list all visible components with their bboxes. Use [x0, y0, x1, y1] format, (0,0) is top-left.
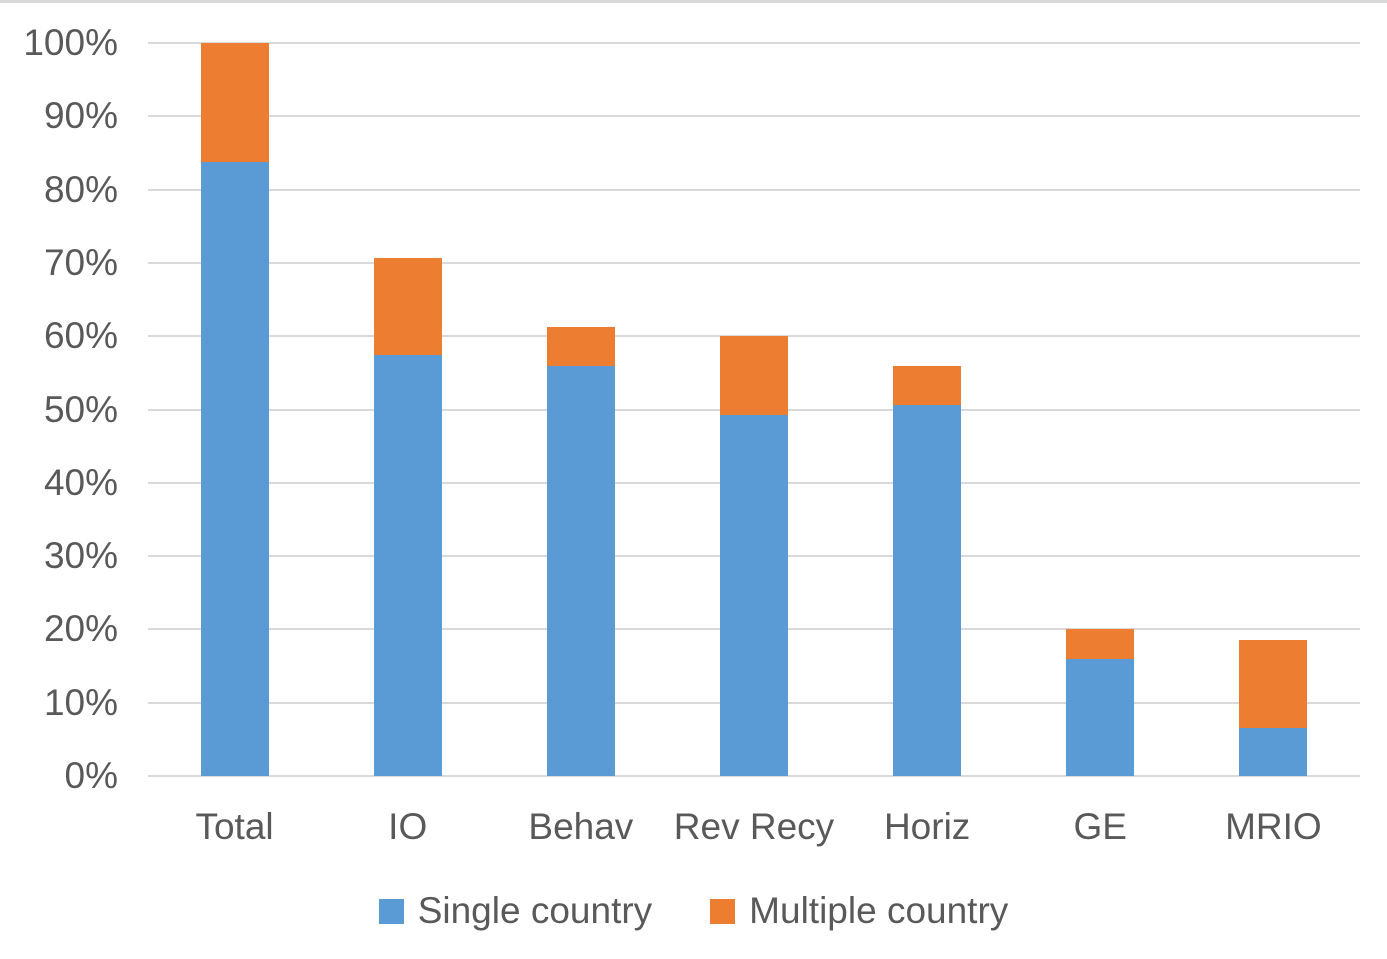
- multiple-country-swatch: [710, 898, 736, 924]
- bar-slot-GE: [1014, 43, 1187, 776]
- bar-segment-GE-Multiple country: [1066, 629, 1135, 659]
- y-tick-label-70%: 70%: [43, 241, 118, 283]
- bar-segment-MRIO-Multiple country: [1239, 639, 1308, 728]
- gridline-60%: [148, 335, 1360, 338]
- stacked-bar-Behav: [546, 326, 615, 776]
- bar-segment-Total-Single country: [200, 161, 269, 776]
- bar-slot-Behav: [494, 43, 667, 776]
- gridline-80%: [148, 188, 1360, 191]
- bar-segment-Behav-Multiple country: [546, 326, 615, 366]
- legend: Single country Multiple country: [0, 889, 1387, 933]
- bar-segment-IO-Multiple country: [373, 257, 442, 356]
- y-tick-label-50%: 50%: [43, 388, 118, 430]
- bar-slot-Total: [148, 43, 321, 776]
- bar-segment-Rev Recy-Multiple country: [719, 336, 788, 415]
- x-tick-label-Horiz: Horiz: [883, 806, 971, 847]
- stacked-bar-MRIO: [1239, 639, 1308, 776]
- gridline-0%: [148, 775, 1360, 777]
- bar-segment-IO-Single country: [373, 355, 442, 776]
- bar-segment-Total-Multiple country: [200, 43, 269, 162]
- stacked-bar-Total: [200, 43, 269, 776]
- bar-segment-GE-Single country: [1066, 658, 1135, 776]
- bar-segment-Horiz-Multiple country: [893, 365, 962, 406]
- bar-segment-Rev Recy-Single country: [719, 414, 788, 776]
- plot-area: [148, 42, 1360, 777]
- y-tick-label-80%: 80%: [43, 168, 118, 210]
- y-tick-label-30%: 30%: [43, 535, 118, 577]
- legend-item-multiple-country: Multiple country: [710, 889, 1008, 933]
- y-tick-label-10%: 10%: [43, 681, 118, 723]
- bar-segment-Horiz-Single country: [893, 405, 962, 776]
- top-border-rule: [0, 0, 1387, 3]
- x-tick-label-IO: IO: [388, 806, 428, 847]
- stacked-bar-GE: [1066, 629, 1135, 776]
- y-tick-label-40%: 40%: [43, 461, 118, 503]
- stacked-bar-Horiz: [893, 365, 962, 776]
- y-tick-label-90%: 90%: [43, 95, 118, 137]
- gridline-100%: [148, 42, 1360, 44]
- legend-label: Single country: [417, 890, 653, 931]
- gridline-70%: [148, 261, 1360, 264]
- stacked-bar-Rev Recy: [719, 336, 788, 776]
- x-tick-label-Total: Total: [195, 806, 274, 847]
- y-tick-label-20%: 20%: [43, 608, 118, 650]
- x-tick-label-GE: GE: [1073, 806, 1127, 847]
- y-tick-label-0%: 0%: [64, 755, 118, 796]
- bar-segment-Behav-Single country: [546, 365, 615, 776]
- bar-slot-MRIO: [1187, 43, 1360, 776]
- bar-slot-Rev Recy: [667, 43, 840, 776]
- legend-item-single-country: Single country: [378, 889, 653, 933]
- bar-slot-IO: [321, 43, 494, 776]
- single-country-swatch: [378, 898, 404, 924]
- y-tick-label-60%: 60%: [43, 315, 118, 357]
- x-tick-label-Rev Recy: Rev Recy: [673, 806, 835, 847]
- x-tick-label-MRIO: MRIO: [1225, 806, 1322, 847]
- bar-segment-MRIO-Single country: [1239, 727, 1308, 776]
- stacked-bar-IO: [373, 257, 442, 776]
- x-tick-label-Behav: Behav: [528, 806, 634, 847]
- gridline-90%: [148, 115, 1360, 118]
- bar-slot-Horiz: [841, 43, 1014, 776]
- y-tick-label-100%: 100%: [23, 22, 118, 63]
- legend-label: Multiple country: [749, 890, 1009, 931]
- x-axis-labels: Total IO Behav Rev Recy Horiz GE MRIO: [148, 804, 1360, 850]
